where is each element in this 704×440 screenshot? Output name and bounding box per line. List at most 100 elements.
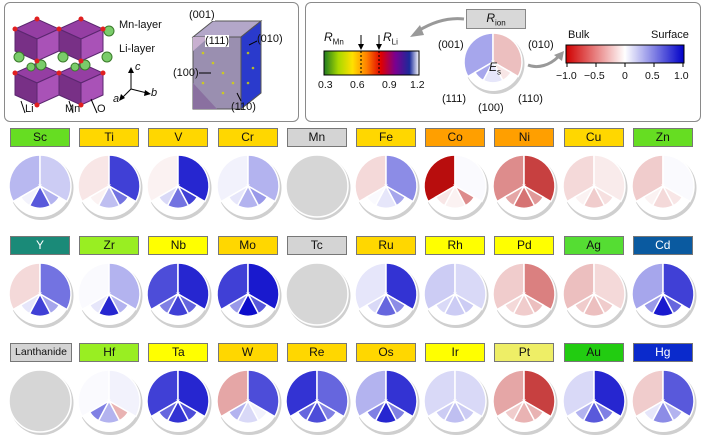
facet-pie-re (285, 369, 351, 435)
seg-tick-1: −0.5 (584, 70, 605, 82)
pie-ni-slice-111 (504, 184, 527, 207)
pie-tc-empty (285, 262, 349, 326)
segregation-colorbar (565, 44, 685, 67)
element-tag-mn: Mn (286, 128, 347, 147)
facet-pie-zn (631, 154, 697, 220)
legend-facet-110: (110) (518, 93, 543, 105)
facet-pie-fe (354, 154, 420, 220)
element-tag-ta: Ta (148, 343, 209, 362)
pie-ir-slice-111 (434, 399, 458, 422)
element-tag-w: W (217, 343, 278, 362)
pie-pd-slice-111 (504, 292, 527, 315)
pie-ti-slice-111 (88, 184, 112, 207)
pie-pt-slice-111 (504, 399, 527, 422)
facet-pie-cd (631, 262, 697, 328)
pie-nb-slice-111 (158, 292, 181, 315)
pie-zr-slice-111 (88, 292, 112, 315)
facet-001-label: (001) (189, 9, 215, 21)
facet-pie-ni (492, 154, 558, 220)
axes-icon (119, 67, 151, 101)
mn-atom-label: Mn (65, 103, 81, 115)
axis-b-label: b (151, 87, 158, 99)
element-tag-v: V (148, 128, 209, 147)
facet-pie-ti (77, 154, 143, 220)
facet-pie-zr (77, 262, 143, 328)
facet-010-label: (010) (257, 33, 283, 45)
li-atom-label: Li (25, 103, 34, 115)
facet-pie-ir (423, 369, 489, 435)
element-tag-rh: Rh (425, 236, 486, 255)
pie-lanthanide-empty (8, 369, 72, 433)
r-ion-tag: Rion (466, 9, 526, 29)
facet-pie-pt (492, 369, 558, 435)
facet-pie-lanthanide (8, 369, 74, 435)
bulk-label: Bulk (568, 29, 590, 41)
structure-panel: Mn-layer Li-layer Li Mn O c a b (001) (1… (4, 2, 299, 122)
pie-zn-slice-111 (642, 184, 665, 207)
pie-ag-slice-111 (573, 292, 596, 315)
element-tag-cd: Cd (632, 236, 693, 255)
li-layer-label: Li-layer (119, 43, 156, 55)
pie-rh-slice-111 (434, 292, 458, 315)
element-tag-ir: Ir (425, 343, 486, 362)
legend-facet-111: (111) (442, 93, 467, 105)
seg-tick-3: 0.5 (645, 70, 660, 82)
ion-tick-2: 0.9 (382, 79, 397, 91)
facet-pie-y (8, 262, 74, 328)
r-li-label: RLi (383, 30, 398, 47)
element-tag-hf: Hf (79, 343, 140, 362)
r-mn-label: RMn (324, 30, 344, 47)
element-tag-y: Y (10, 236, 70, 255)
facet-pie-sc (8, 154, 74, 220)
element-tag-os: Os (356, 343, 416, 362)
pie-os-slice-111 (365, 399, 388, 422)
facet-pie-rh (423, 262, 489, 328)
facet-pie-nb (146, 262, 212, 328)
element-tag-ag: Ag (563, 236, 624, 255)
facet-pie-mn (285, 154, 351, 220)
seg-tick-0: −1.0 (556, 70, 577, 82)
element-tag-zn: Zn (632, 128, 693, 147)
pie-co-slice-111 (434, 184, 458, 207)
element-tag-pd: Pd (494, 236, 555, 255)
legend-arrows (410, 17, 564, 69)
legend-panel: RMn RLi 0.3 0.6 0.9 1.2 Rion Es (001) (0… (305, 2, 701, 122)
element-tag-tc: Tc (286, 236, 347, 255)
crystal-facet-cube (191, 19, 263, 111)
ionic-radius-colorbar (323, 35, 420, 76)
facet-pie-ta (146, 369, 212, 435)
element-tag-ru: Ru (356, 236, 416, 255)
pie-cu-slice-111 (573, 184, 596, 207)
element-tag-ti: Ti (79, 128, 140, 147)
facet-pie-ru (354, 262, 420, 328)
facet-pie-ag (561, 262, 628, 328)
facet-pie-co (423, 154, 489, 220)
pie-w-slice-111 (227, 399, 250, 422)
es-label: Es (489, 60, 502, 77)
ion-tick-0: 0.3 (318, 79, 333, 91)
element-tag-nb: Nb (148, 236, 209, 255)
element-tag-au: Au (563, 343, 624, 362)
surface-label: Surface (651, 29, 689, 41)
element-tag-sc: Sc (10, 128, 70, 147)
facet-pie-cr (215, 154, 282, 220)
ion-tick-1: 0.6 (350, 79, 365, 91)
facet-pie-hg (631, 369, 697, 435)
pie-fe-slice-111 (365, 184, 388, 207)
seg-tick-4: 1.0 (674, 70, 689, 82)
element-tag-zr: Zr (79, 236, 140, 255)
facet-pie-pd (492, 262, 558, 328)
pie-ta-slice-111 (158, 399, 181, 422)
layered-structure-illustration (12, 16, 115, 114)
pie-cd-slice-111 (642, 292, 665, 315)
ion-tick-3: 1.2 (410, 79, 425, 91)
element-tag-hg: Hg (632, 343, 693, 362)
element-tag-cr: Cr (217, 128, 278, 147)
pie-v-slice-111 (158, 184, 181, 207)
facet-pie-v (146, 154, 212, 220)
element-tag-re: Re (286, 343, 347, 362)
element-tag-lanthanide: Lanthanide (10, 343, 72, 362)
element-tag-ni: Ni (494, 128, 555, 147)
pie-mo-slice-111 (227, 292, 250, 315)
